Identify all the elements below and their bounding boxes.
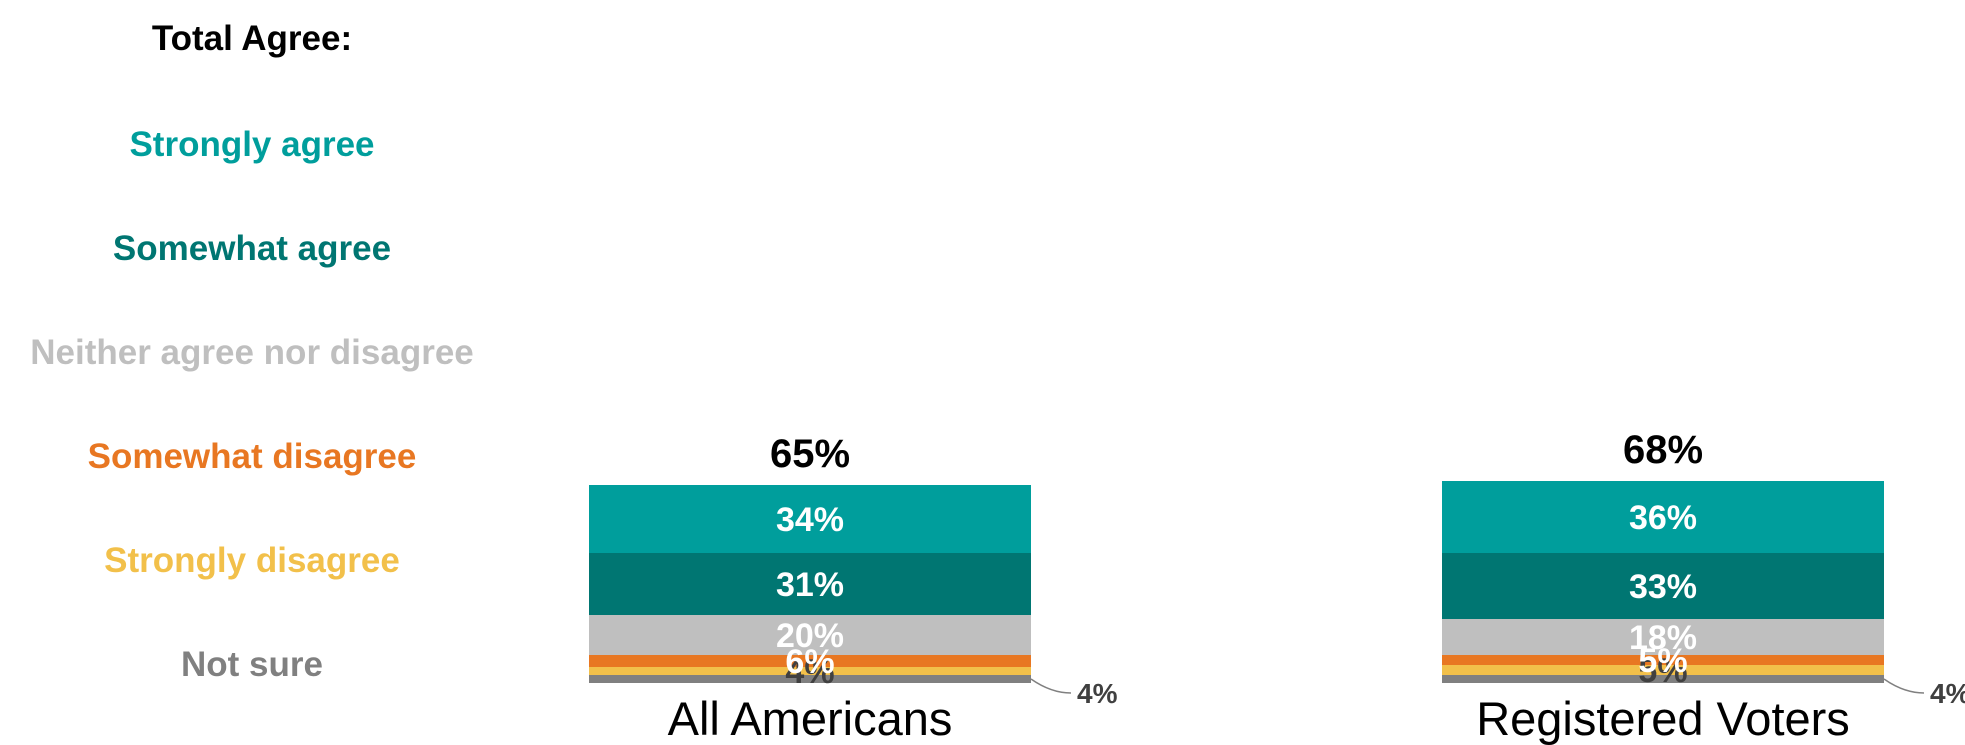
- segment-label-registered-voters-somewhat-agree: 33%: [1629, 568, 1697, 606]
- legend-item-somewhat-disagree: Somewhat disagree: [88, 437, 417, 476]
- bar-segment-registered-voters-somewhat-disagree: [1442, 655, 1884, 665]
- callout-label-registered-voters: 4%: [1930, 678, 1965, 709]
- legend-item-strongly-disagree: Strongly disagree: [104, 541, 400, 580]
- callout-label-all-americans: 4%: [1077, 678, 1118, 709]
- segment-label-registered-voters-neither-agree-nor-disagree: 18%: [1629, 619, 1697, 657]
- bars: [589, 481, 1884, 683]
- segment-label-registered-voters-strongly-agree: 36%: [1629, 499, 1697, 537]
- category-label-registered-voters: Registered Voters: [1476, 692, 1850, 745]
- bar-segment-registered-voters-somewhat-agree: [1442, 553, 1884, 619]
- callout-line-all-americans: [1030, 678, 1072, 694]
- bar-segment-all-americans-neither-agree-nor-disagree: [589, 615, 1031, 655]
- segment-label-all-americans-neither-agree-nor-disagree: 20%: [776, 617, 844, 655]
- segment-label-registered-voters-strongly-disagree: 5%: [1638, 652, 1687, 690]
- segment-labels: 4%6%20% 31% 34% 5%5%18% 33% 36%: [776, 499, 1697, 691]
- segment-label-all-americans-strongly-disagree: 4%: [785, 653, 834, 691]
- bar-segment-registered-voters-not-sure: [1442, 675, 1884, 683]
- bar-segment-all-americans-somewhat-agree: [589, 553, 1031, 615]
- legend-item-somewhat-agree: Somewhat agree: [113, 229, 391, 268]
- total-labels: 65% 68%: [770, 428, 1703, 476]
- bar-segment-registered-voters-neither-agree-nor-disagree: [1442, 619, 1884, 655]
- bar-segment-all-americans-strongly-agree: [589, 485, 1031, 553]
- callouts: 4% 4%: [1030, 678, 1965, 709]
- segment-label-registered-voters-somewhat-disagree: 5%: [1638, 642, 1687, 680]
- segment-label-all-americans-strongly-agree: 34%: [776, 501, 844, 539]
- total-label-registered-voters: 68%: [1623, 428, 1703, 472]
- bar-segment-registered-voters-strongly-disagree: [1442, 665, 1884, 675]
- category-labels: All Americans Registered Voters: [668, 692, 1850, 745]
- total-label-all-americans: 65%: [770, 432, 850, 476]
- legend-item-not-sure: Not sure: [181, 645, 323, 684]
- legend-item-strongly-agree: Strongly agree: [129, 125, 374, 164]
- bar-segment-all-americans-not-sure: [589, 675, 1031, 683]
- callout-line-registered-voters: [1883, 678, 1925, 694]
- legend: Total Agree: Strongly agree Somewhat agre…: [30, 19, 474, 684]
- total-agree-label: Total Agree:: [152, 19, 352, 58]
- bar-segment-all-americans-strongly-disagree: [589, 667, 1031, 675]
- category-label-all-americans: All Americans: [668, 692, 953, 745]
- segment-label-all-americans-somewhat-disagree: 6%: [785, 643, 834, 681]
- bar-segment-registered-voters-strongly-agree: [1442, 481, 1884, 553]
- segment-label-all-americans-somewhat-agree: 31%: [776, 566, 844, 604]
- bar-segment-all-americans-somewhat-disagree: [589, 655, 1031, 667]
- legend-item-neither-agree-nor-disagree: Neither agree nor disagree: [30, 333, 474, 372]
